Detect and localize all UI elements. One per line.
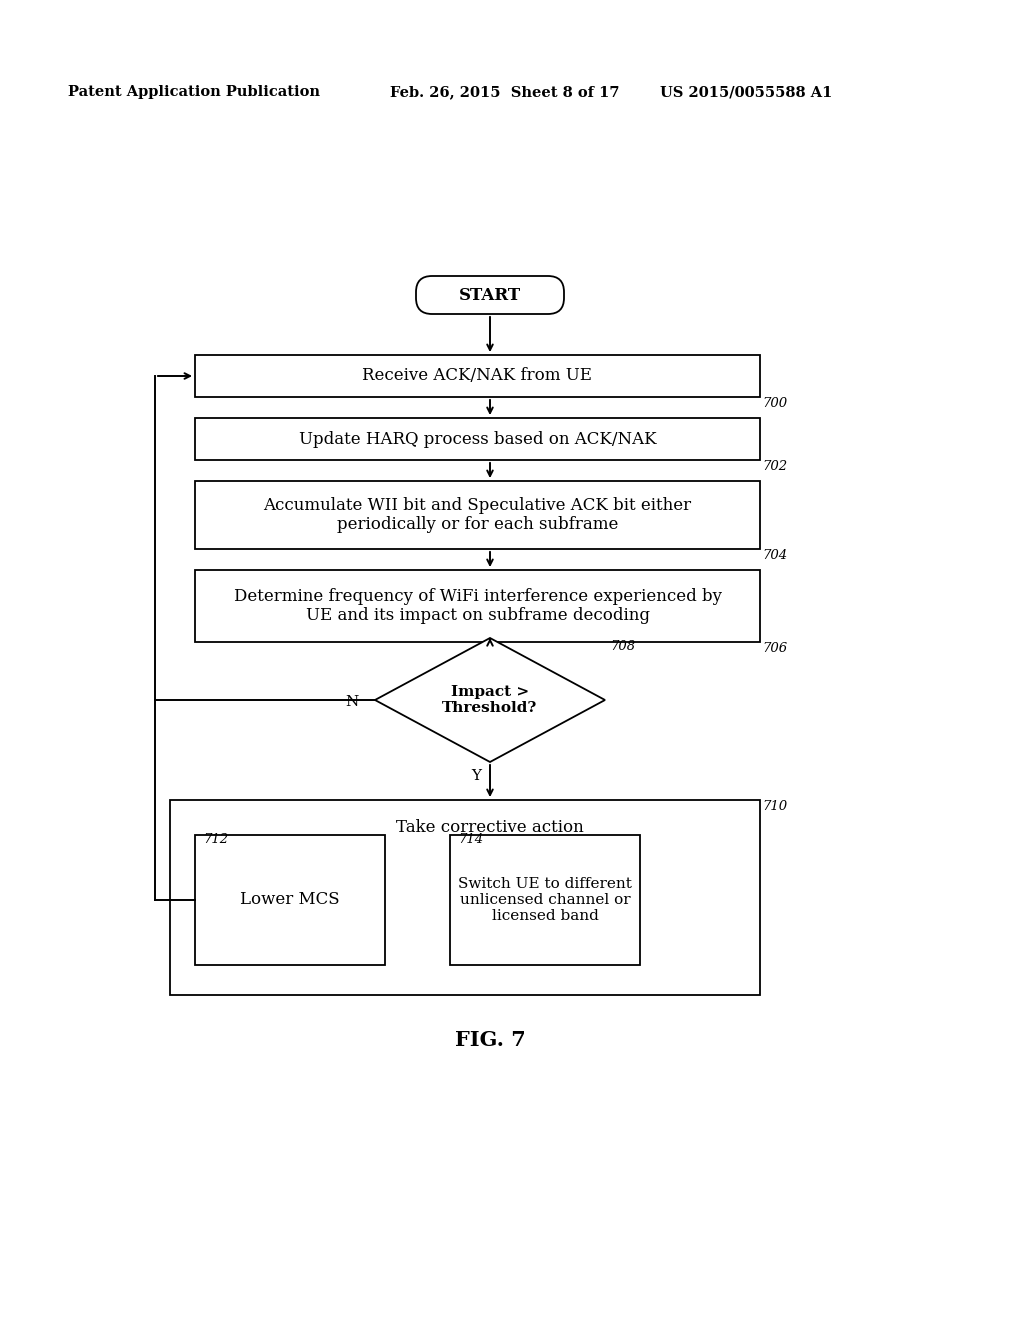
- Text: Update HARQ process based on ACK/NAK: Update HARQ process based on ACK/NAK: [299, 430, 656, 447]
- Text: Y: Y: [471, 770, 481, 783]
- FancyBboxPatch shape: [195, 418, 760, 459]
- Text: 710: 710: [762, 800, 787, 813]
- FancyBboxPatch shape: [450, 836, 640, 965]
- Text: Receive ACK/NAK from UE: Receive ACK/NAK from UE: [362, 367, 593, 384]
- FancyBboxPatch shape: [195, 570, 760, 642]
- Text: 706: 706: [762, 642, 787, 655]
- Polygon shape: [375, 638, 605, 762]
- Text: Determine frequency of WiFi interference experienced by
UE and its impact on sub: Determine frequency of WiFi interference…: [233, 587, 722, 624]
- FancyBboxPatch shape: [170, 800, 760, 995]
- Text: 712: 712: [203, 833, 228, 846]
- Text: 708: 708: [610, 640, 635, 653]
- Text: 714: 714: [458, 833, 483, 846]
- FancyBboxPatch shape: [195, 355, 760, 397]
- Text: 704: 704: [762, 549, 787, 562]
- Text: 702: 702: [762, 459, 787, 473]
- Text: US 2015/0055588 A1: US 2015/0055588 A1: [660, 84, 833, 99]
- Text: Impact >
Threshold?: Impact > Threshold?: [442, 685, 538, 715]
- FancyBboxPatch shape: [195, 836, 385, 965]
- Text: START: START: [459, 286, 521, 304]
- Text: Patent Application Publication: Patent Application Publication: [68, 84, 319, 99]
- Text: Lower MCS: Lower MCS: [241, 891, 340, 908]
- Text: 700: 700: [762, 397, 787, 411]
- Text: Feb. 26, 2015  Sheet 8 of 17: Feb. 26, 2015 Sheet 8 of 17: [390, 84, 620, 99]
- Text: Take corrective action: Take corrective action: [396, 820, 584, 837]
- Text: N: N: [346, 696, 359, 709]
- Text: Accumulate WII bit and Speculative ACK bit either
periodically or for each subfr: Accumulate WII bit and Speculative ACK b…: [263, 496, 691, 533]
- Text: Switch UE to different
unlicensed channel or
licensed band: Switch UE to different unlicensed channe…: [458, 876, 632, 923]
- FancyBboxPatch shape: [416, 276, 564, 314]
- Text: FIG. 7: FIG. 7: [455, 1030, 525, 1049]
- FancyBboxPatch shape: [195, 480, 760, 549]
